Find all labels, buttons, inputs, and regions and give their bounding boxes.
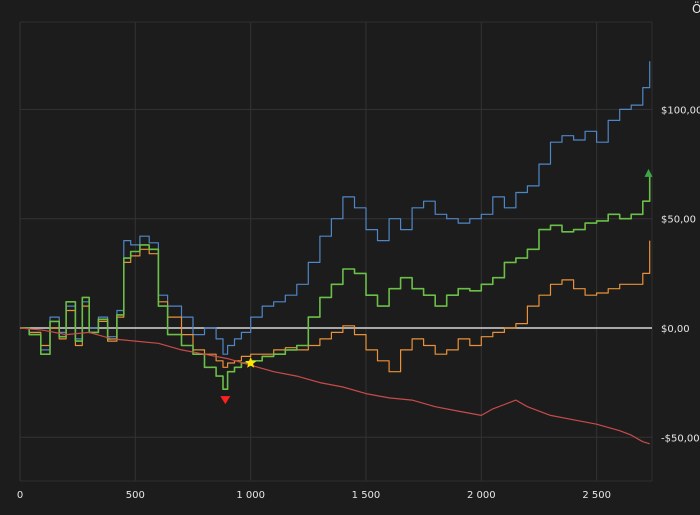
x-tick-label: 0 xyxy=(17,490,23,501)
marker-triangle-down xyxy=(220,396,231,405)
series-line-4 xyxy=(19,327,650,445)
y-tick-label: $0,00 xyxy=(661,324,690,335)
corner-glyph: Ö xyxy=(692,2,700,16)
gridlines xyxy=(19,21,653,482)
y-tick-label: $100,00 xyxy=(661,105,700,116)
x-axis-ticks: 0 500 1 000 1 500 2 000 2 500 xyxy=(17,490,611,501)
x-tick-label: 1 500 xyxy=(352,490,381,501)
x-tick-label: 1 000 xyxy=(236,490,265,501)
marker-triangle-up xyxy=(644,168,653,177)
series-line-3 xyxy=(20,175,651,390)
x-tick-label: 2 500 xyxy=(582,490,611,501)
y-axis-ticks: $100,00 $50,00 $0,00 -$50,00 xyxy=(661,105,700,444)
series-lines xyxy=(19,61,651,445)
x-tick-label: 2 000 xyxy=(467,490,496,501)
series-line-1 xyxy=(20,61,651,355)
y-tick-label: -$50,00 xyxy=(661,433,700,444)
series-line-2 xyxy=(20,240,651,373)
x-tick-label: 500 xyxy=(126,490,145,501)
markers xyxy=(220,168,653,405)
y-tick-label: $50,00 xyxy=(661,215,696,226)
marker-star xyxy=(245,357,257,368)
